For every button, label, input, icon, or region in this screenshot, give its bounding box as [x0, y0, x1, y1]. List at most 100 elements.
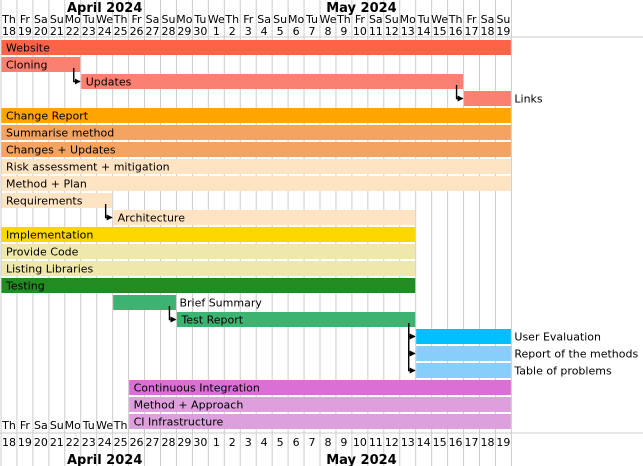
month-label: May 2024 [326, 453, 397, 466]
day-number-label: 24 [98, 25, 112, 38]
task-label: Test Report [180, 314, 243, 327]
day-number-label: 13 [401, 436, 415, 449]
day-of-week-label: Mo [65, 419, 81, 432]
day-of-week-label: Sa [146, 13, 160, 26]
day-of-week-label: Sa [257, 13, 271, 26]
day-number-label: 18 [480, 436, 494, 449]
task-bar [1, 244, 416, 259]
task-label: Listing Libraries [6, 263, 94, 276]
day-of-week-label: Th [448, 13, 463, 26]
day-of-week-label: Fr [20, 419, 31, 432]
day-of-week-label: Mo [65, 13, 81, 26]
day-of-week-label: We [431, 13, 448, 26]
day-of-week-label: Fr [355, 13, 366, 26]
day-of-week-label: We [208, 13, 225, 26]
task-bar [113, 210, 416, 225]
day-number-label: 11 [369, 25, 383, 38]
task-label: Table of problems [513, 365, 612, 378]
day-of-week-label: Th [336, 13, 351, 26]
day-of-week-label: Fr [243, 13, 254, 26]
task-bar [129, 380, 511, 395]
day-number-label: 9 [340, 436, 347, 449]
dependency-arrow [408, 323, 416, 357]
day-number-label: 26 [130, 436, 144, 449]
day-number-label: 12 [385, 25, 399, 38]
day-number-label: 6 [293, 436, 300, 449]
day-number-label: 7 [309, 436, 316, 449]
day-number-label: 5 [277, 436, 284, 449]
day-number-label: 3 [245, 436, 252, 449]
day-of-week-label: Fr [132, 13, 143, 26]
task-bar [129, 397, 511, 412]
day-number-label: 11 [369, 436, 383, 449]
day-number-label: 20 [34, 25, 48, 38]
day-number-label: 7 [309, 25, 316, 38]
task-bar [416, 346, 511, 361]
top-date-header: Th18Fr19Sa20Su21Mo22Tu23We24Th25Fr26Sa27… [1, 1, 510, 38]
day-number-label: 19 [496, 25, 510, 38]
day-number-label: 27 [146, 436, 160, 449]
task-label: Change Report [6, 110, 89, 123]
day-number-label: 21 [50, 436, 64, 449]
day-number-label: 10 [353, 25, 367, 38]
day-of-week-label: Sa [369, 13, 383, 26]
day-number-label: 21 [50, 25, 64, 38]
day-number-label: 22 [66, 436, 80, 449]
dependency-arrow [455, 85, 464, 102]
day-of-week-label: Tu [193, 13, 206, 26]
dependency-arrow [168, 306, 177, 323]
task-bar [1, 193, 113, 208]
day-of-week-label: Mo [176, 13, 192, 26]
day-number-label: 4 [261, 436, 268, 449]
day-number-label: 1 [213, 25, 220, 38]
task-bar [1, 227, 416, 242]
day-of-week-label: Su [50, 419, 64, 432]
task-label: Updates [86, 76, 132, 89]
day-of-week-label: Sa [34, 419, 48, 432]
day-number-label: 22 [66, 25, 80, 38]
day-number-label: 14 [417, 25, 431, 38]
day-of-week-label: Tu [82, 13, 95, 26]
day-of-week-label: Su [50, 13, 64, 26]
day-number-label: 19 [18, 25, 32, 38]
month-label: April 2024 [67, 453, 142, 466]
day-number-label: 2 [229, 25, 236, 38]
task-label: Implementation [6, 229, 93, 242]
day-of-week-label: Mo [400, 13, 416, 26]
task-bar [1, 125, 511, 140]
dependency-arrow [73, 68, 81, 85]
task-label: Website [6, 42, 50, 55]
day-of-week-label: Tu [82, 419, 95, 432]
task-label: Links [514, 93, 543, 106]
day-number-label: 19 [496, 436, 510, 449]
day-of-week-label: Mo [288, 13, 304, 26]
task-bar [464, 91, 511, 106]
day-number-label: 8 [324, 25, 331, 38]
day-number-label: 19 [18, 436, 32, 449]
task-bar [1, 40, 511, 55]
task-label: Method + Approach [134, 399, 244, 412]
task-bar [416, 329, 511, 344]
day-number-label: 12 [385, 436, 399, 449]
day-number-label: 17 [465, 436, 479, 449]
task-bar [1, 142, 511, 157]
day-of-week-label: Tu [305, 13, 318, 26]
day-of-week-label: Fr [466, 13, 477, 26]
task-label: Report of the methods [514, 348, 638, 361]
day-number-label: 18 [2, 436, 16, 449]
day-number-label: 23 [82, 25, 96, 38]
day-of-week-label: Tu [417, 13, 430, 26]
day-number-label: 2 [229, 436, 236, 449]
task-bar [176, 312, 416, 327]
task-label: Brief Summary [179, 297, 262, 310]
day-number-label: 26 [130, 25, 144, 38]
day-number-label: 28 [161, 436, 175, 449]
day-of-week-label: Su [161, 13, 175, 26]
task-label: Summarise method [6, 127, 114, 140]
task-bar [81, 74, 464, 89]
day-number-label: 5 [277, 25, 284, 38]
day-of-week-label: Su [273, 13, 287, 26]
day-number-label: 16 [449, 436, 463, 449]
day-of-week-label: Su [385, 13, 399, 26]
